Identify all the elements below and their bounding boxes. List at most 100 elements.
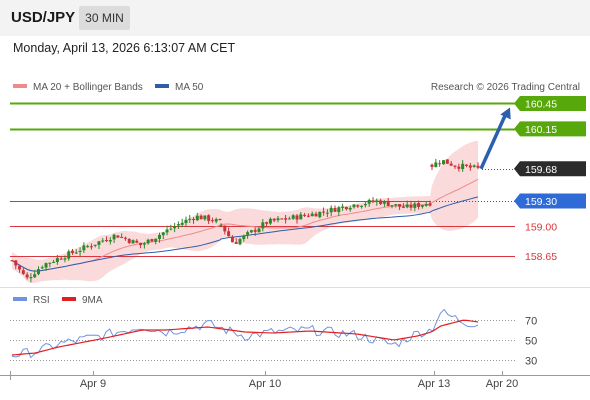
candle-body <box>173 226 177 229</box>
candle-body <box>135 240 139 243</box>
level-label: 159.00 <box>525 221 557 233</box>
candle-body <box>14 260 18 266</box>
candle-body <box>71 250 75 253</box>
last-price-label: 159.68 <box>525 164 557 176</box>
candle-body <box>398 204 402 207</box>
candle-body <box>390 205 394 207</box>
candle-body <box>356 205 360 207</box>
candle-body <box>413 203 417 208</box>
ma9-legend-label: 9MA <box>82 295 103 306</box>
candle-body <box>405 204 409 208</box>
candle-body <box>360 205 364 207</box>
target-label: 160.45 <box>525 98 557 110</box>
candle-body <box>428 203 432 206</box>
pivot-label-bg <box>514 193 586 209</box>
candle-body <box>363 204 367 206</box>
candle-body <box>352 204 356 208</box>
level-label: 158.65 <box>525 251 557 263</box>
instrument-title: USD/JPY <box>11 9 76 26</box>
candle-body <box>379 200 383 205</box>
ma50-legend-label: MA 50 <box>175 82 204 93</box>
candle-body <box>59 258 63 260</box>
target-label-bg <box>514 95 586 111</box>
candle-body <box>195 215 199 221</box>
candle-body <box>314 213 318 217</box>
candle-body <box>367 199 371 204</box>
candle-body <box>310 213 314 217</box>
candle-body <box>287 218 291 220</box>
price-level-labels: 160.45 160.15 159.68 159.30 159.00 158.65 <box>514 95 586 263</box>
candle-body <box>449 163 453 166</box>
candle-body <box>55 258 59 263</box>
candle-body <box>284 218 288 220</box>
last-price-label-bg <box>514 161 586 177</box>
candle-body <box>120 236 124 238</box>
candle-body <box>476 165 480 168</box>
candle-body <box>184 219 188 224</box>
candle-body <box>453 165 457 167</box>
candle-body <box>33 274 37 278</box>
rsi-tick-label: 30 <box>525 356 537 368</box>
candle-body <box>318 211 322 218</box>
candle-body <box>257 228 261 233</box>
candle-body <box>409 204 413 208</box>
time-tick-label: Apr 10 <box>249 378 281 390</box>
candle-body <box>67 251 71 259</box>
candle-body <box>169 228 173 230</box>
candle-body <box>52 261 56 263</box>
candle-body <box>93 244 97 246</box>
candle-body <box>210 220 214 222</box>
target-label-bg <box>514 121 586 137</box>
candle-body <box>89 246 93 248</box>
target-label: 160.15 <box>525 124 557 136</box>
forecast-arrow-head <box>500 107 511 120</box>
candle-body <box>40 267 44 269</box>
candle-body <box>291 215 295 219</box>
candle-body <box>78 250 82 253</box>
candle-body <box>219 224 223 226</box>
candle-body <box>322 211 326 213</box>
candle-body <box>86 246 90 248</box>
candle-body <box>382 200 386 204</box>
timeframe-badge[interactable]: 30 MIN <box>79 6 130 30</box>
rsi-legend-label: RSI <box>33 295 50 306</box>
rsi-panel: 70 50 30 <box>10 308 537 368</box>
candle-body <box>82 245 86 251</box>
candle-body <box>401 206 405 208</box>
chart-header: USD/JPY 30 MIN <box>0 0 590 36</box>
candle-body <box>329 207 333 213</box>
time-axis: Apr 9 Apr 10 Apr 13 Apr 20 <box>80 371 518 390</box>
candle-body <box>150 239 154 242</box>
candle-body <box>146 239 150 244</box>
candle-body <box>105 240 109 242</box>
ma20-legend-label: MA 20 + Bollinger Bands <box>33 82 143 93</box>
candle-body <box>25 274 29 278</box>
candle-body <box>161 232 165 236</box>
candle-body <box>295 215 299 220</box>
candle-body <box>457 166 461 169</box>
ma20-legend-swatch <box>13 84 27 88</box>
candle-body <box>325 212 329 214</box>
price-panel <box>10 102 515 284</box>
candle-body <box>246 232 250 235</box>
candle-body <box>214 219 218 222</box>
candle-body <box>116 235 120 238</box>
candle-body <box>36 269 40 275</box>
candle-body <box>74 252 78 254</box>
bollinger-band <box>12 140 478 284</box>
candle-body <box>268 218 272 224</box>
candle-body <box>18 265 22 270</box>
candle-body <box>157 235 161 239</box>
time-tick-label: Apr 9 <box>80 378 106 390</box>
candle-body <box>299 214 303 220</box>
candle-body <box>242 235 246 240</box>
rsi-tick-label: 50 <box>525 336 537 348</box>
rsi-legend-swatch <box>13 297 27 301</box>
candle-body <box>445 159 449 164</box>
candle-body <box>218 218 222 220</box>
candle-body <box>227 231 231 237</box>
candle-body <box>420 205 424 207</box>
candle-body <box>123 237 127 239</box>
forecast-arrow <box>479 112 508 170</box>
